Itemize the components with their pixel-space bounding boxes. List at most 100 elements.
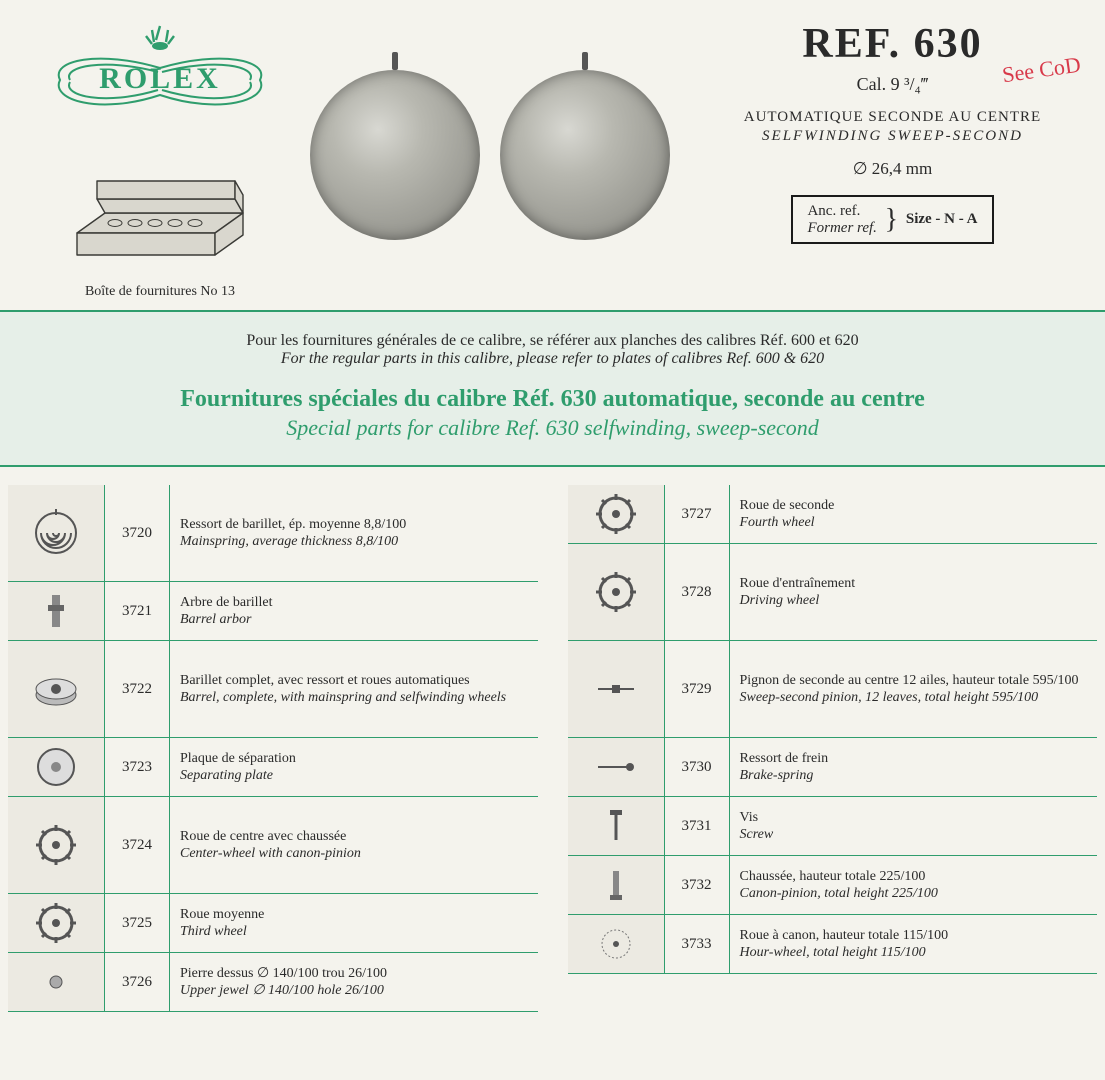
part-thumb (568, 915, 665, 973)
part-thumb (8, 797, 105, 893)
box-caption: Boîte de fournitures No 13 (30, 284, 290, 300)
brand-text: ROLEX (99, 62, 221, 95)
part-description: Chaussée, hauteur totale 225/100Canon-pi… (730, 862, 1098, 909)
part-number: 3720 (105, 485, 170, 581)
anc-ref-en: Former ref. (807, 220, 876, 236)
part-description: Roue de secondeFourth wheel (730, 491, 1098, 538)
part-thumb (8, 485, 105, 581)
anc-ref-fr: Anc. ref. (807, 203, 860, 219)
part-description: Arbre de barilletBarrel arbor (170, 588, 538, 635)
size-label: Size - N - A (906, 211, 978, 227)
parts-box-illustration (65, 163, 255, 273)
part-thumb (568, 544, 665, 640)
part-desc-en: Sweep-second pinion, 12 leaves, total he… (740, 689, 1088, 707)
part-number: 3722 (105, 641, 170, 737)
parts-col-left: 3720Ressort de barillet, ép. moyenne 8,8… (8, 485, 538, 1012)
part-row: 3726Pierre dessus ∅ 140/100 trou 26/100U… (8, 953, 538, 1012)
part-thumb (8, 953, 105, 1011)
part-number: 3727 (665, 485, 730, 543)
page: ROLEX Boîte de fournitures No 13 (0, 0, 1105, 1080)
part-desc-en: Screw (740, 826, 1088, 844)
part-desc-en: Barrel, complete, with mainspring and se… (180, 689, 528, 707)
description-fr: AUTOMATIQUE SECONDE AU CENTRE (710, 109, 1075, 126)
part-desc-en: Separating plate (180, 767, 528, 785)
part-desc-fr: Ressort de frein (740, 750, 1088, 768)
part-description: Roue d'entraînementDriving wheel (730, 569, 1098, 616)
brace-icon: } (885, 204, 898, 235)
part-row: 3728Roue d'entraînementDriving wheel (568, 544, 1098, 641)
part-row: 3727Roue de secondeFourth wheel (568, 485, 1098, 544)
part-number: 3725 (105, 894, 170, 952)
part-thumb (568, 797, 665, 855)
part-thumb (8, 641, 105, 737)
part-desc-fr: Arbre de barillet (180, 594, 528, 612)
part-thumb (8, 894, 105, 952)
part-desc-en: Mainspring, average thickness 8,8/100 (180, 533, 528, 551)
part-row: 3721Arbre de barilletBarrel arbor (8, 582, 538, 641)
part-number: 3733 (665, 915, 730, 973)
description-en: SELFWINDING SWEEP-SECOND (710, 128, 1075, 145)
part-desc-fr: Roue moyenne (180, 906, 528, 924)
part-desc-en: Barrel arbor (180, 611, 528, 629)
part-row: 3723 Plaque de séparationSeparating plate (8, 738, 538, 797)
part-number: 3731 (665, 797, 730, 855)
part-row: 3729 Pignon de seconde au centre 12 ailes… (568, 641, 1098, 738)
part-number: 3729 (665, 641, 730, 737)
part-number: 3732 (665, 856, 730, 914)
part-description: Ressort de barillet, ép. moyenne 8,8/100… (170, 510, 538, 557)
part-row: 3722 Barillet complet, avec ressort et ro… (8, 641, 538, 738)
part-desc-fr: Chaussée, hauteur totale 225/100 (740, 868, 1088, 886)
band-note-fr: Pour les fournitures générales de ce cal… (40, 332, 1065, 350)
part-number: 3724 (105, 797, 170, 893)
part-description: Roue à canon, hauteur totale 115/100Hour… (730, 921, 1098, 968)
part-desc-fr: Roue de centre avec chaussée (180, 828, 528, 846)
movement-images (310, 20, 670, 240)
part-thumb (568, 485, 665, 543)
part-row: 3724Roue de centre avec chausséeCenter-w… (8, 797, 538, 894)
part-thumb (568, 641, 665, 737)
part-row: 3733Roue à canon, hauteur totale 115/100… (568, 915, 1098, 974)
rolex-logo: ROLEX (40, 20, 280, 150)
part-number: 3730 (665, 738, 730, 796)
band-title-fr: Fournitures spéciales du calibre Réf. 63… (40, 386, 1065, 413)
movement-back (500, 70, 670, 240)
part-description: VisScrew (730, 803, 1098, 850)
part-thumb (568, 738, 665, 796)
part-row: 3720Ressort de barillet, ép. moyenne 8,8… (8, 485, 538, 582)
diameter: ∅ 26,4 mm (710, 159, 1075, 179)
part-desc-en: Upper jewel ∅ 140/100 hole 26/100 (180, 982, 528, 1000)
part-number: 3726 (105, 953, 170, 1011)
part-desc-fr: Pignon de seconde au centre 12 ailes, ha… (740, 672, 1088, 690)
logo-block: ROLEX Boîte de fournitures No 13 (30, 20, 290, 300)
former-ref-box: Anc. ref. Former ref. } Size - N - A (791, 195, 993, 244)
part-description: Pignon de seconde au centre 12 ailes, ha… (730, 666, 1098, 713)
band-note-en: For the regular parts in this calibre, p… (40, 350, 1065, 368)
part-number: 3721 (105, 582, 170, 640)
part-desc-en: Fourth wheel (740, 514, 1088, 532)
part-row: 3731VisScrew (568, 797, 1098, 856)
part-desc-fr: Plaque de séparation (180, 750, 528, 768)
part-desc-en: Hour-wheel, total height 115/100 (740, 944, 1088, 962)
part-number: 3723 (105, 738, 170, 796)
part-thumb (8, 738, 105, 796)
part-desc-fr: Barillet complet, avec ressort et roues … (180, 672, 528, 690)
part-description: Roue moyenneThird wheel (170, 900, 538, 947)
part-thumb (568, 856, 665, 914)
part-thumb (8, 582, 105, 640)
part-description: Pierre dessus ∅ 140/100 trou 26/100Upper… (170, 959, 538, 1006)
part-desc-fr: Roue de seconde (740, 497, 1088, 515)
movement-front (310, 70, 480, 240)
part-desc-fr: Roue à canon, hauteur totale 115/100 (740, 927, 1088, 945)
part-desc-en: Third wheel (180, 923, 528, 941)
band-title-en: Special parts for calibre Ref. 630 selfw… (40, 415, 1065, 441)
parts-col-right: 3727Roue de secondeFourth wheel3728Roue … (568, 485, 1098, 1012)
part-desc-fr: Roue d'entraînement (740, 575, 1088, 593)
part-number: 3728 (665, 544, 730, 640)
part-desc-fr: Vis (740, 809, 1088, 827)
parts-grid: 3720Ressort de barillet, ép. moyenne 8,8… (0, 467, 1105, 1012)
part-desc-fr: Ressort de barillet, ép. moyenne 8,8/100 (180, 516, 528, 534)
part-row: 3730 Ressort de freinBrake-spring (568, 738, 1098, 797)
part-row: 3725Roue moyenneThird wheel (8, 894, 538, 953)
part-desc-fr: Pierre dessus ∅ 140/100 trou 26/100 (180, 965, 528, 983)
part-desc-en: Brake-spring (740, 767, 1088, 785)
